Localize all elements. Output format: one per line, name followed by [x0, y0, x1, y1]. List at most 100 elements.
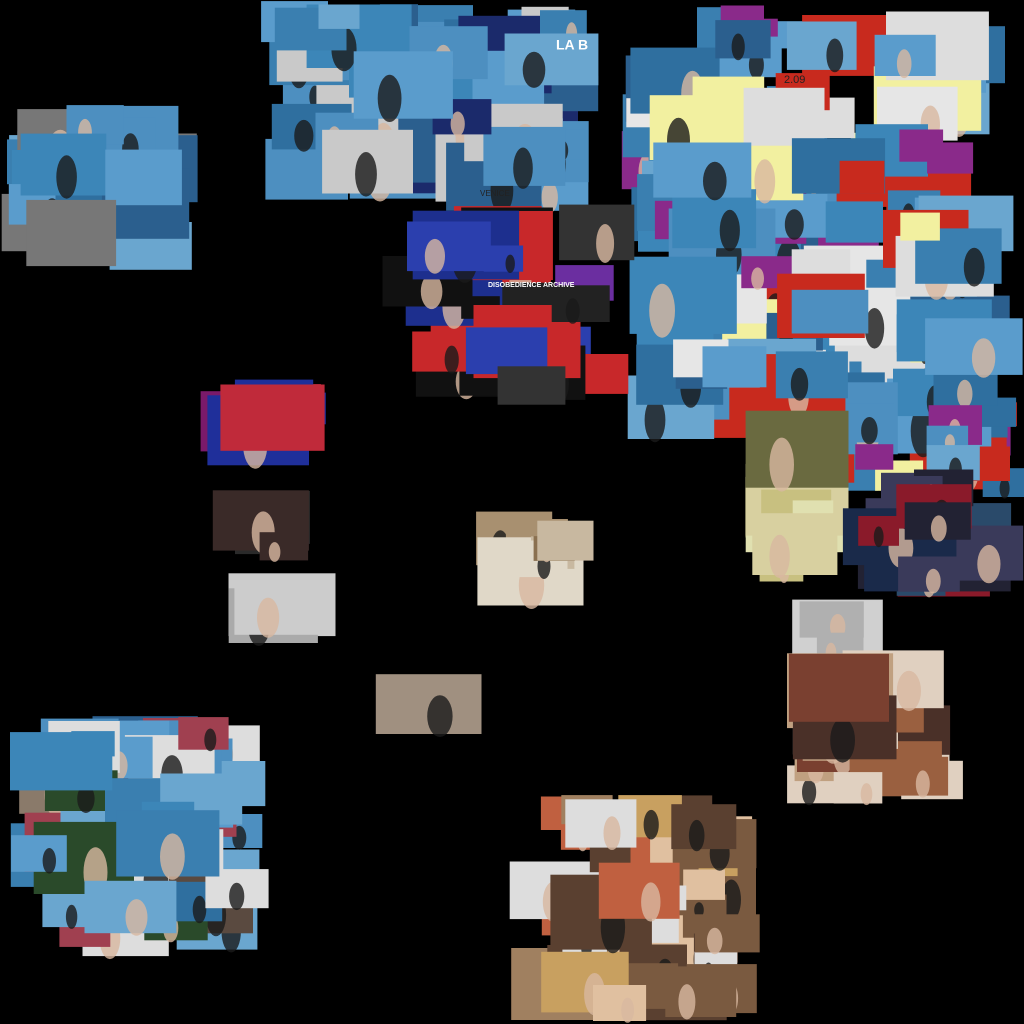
- photo-thumbnail: [799, 601, 864, 640]
- photo: [353, 51, 453, 119]
- photo-thumbnail: [786, 21, 857, 73]
- photo-thumbnail: [116, 810, 220, 880]
- photo-thumbnail: [483, 126, 566, 189]
- photo-thumbnail: [788, 653, 889, 722]
- photo: [683, 869, 725, 900]
- photo-thumbnail: [234, 577, 327, 638]
- figure: [915, 770, 930, 798]
- photo: [559, 204, 635, 261]
- figure: [77, 784, 95, 813]
- photo: [220, 384, 325, 451]
- figure: [864, 308, 885, 349]
- photo-thumbnail: [858, 516, 899, 548]
- figure: [678, 984, 696, 1020]
- figure: [896, 49, 912, 79]
- figure: [229, 882, 245, 911]
- photo-caption: LA B: [556, 37, 588, 53]
- figure: [643, 809, 659, 840]
- photo-thumbnail: [752, 513, 838, 579]
- figure: [603, 816, 621, 850]
- photo-thumbnail: [925, 318, 1023, 378]
- photo: [791, 289, 869, 334]
- figure: [751, 267, 764, 290]
- photo-thumbnail: [855, 444, 894, 470]
- photo: [743, 87, 825, 146]
- figure: [784, 209, 804, 240]
- photo: [629, 256, 737, 334]
- figure: [505, 254, 515, 273]
- photo-thumbnail: [715, 20, 771, 61]
- figure: [861, 417, 878, 445]
- photo-thumbnail: [105, 149, 182, 206]
- figure: [769, 437, 794, 492]
- photo: [42, 892, 91, 928]
- photo-thumbnail: [743, 87, 825, 146]
- photo: [537, 520, 594, 561]
- photo: [26, 199, 117, 267]
- photo-thumbnail: [683, 869, 725, 900]
- photo-thumbnail: [10, 732, 113, 791]
- figure: [706, 927, 723, 955]
- figure: [294, 119, 314, 152]
- figure: [802, 778, 817, 806]
- photo-thumbnail: [11, 835, 67, 874]
- figure: [420, 273, 443, 310]
- figure: [754, 159, 776, 204]
- photo-thumbnail: [318, 4, 360, 29]
- figure: [999, 478, 1010, 499]
- photo: [407, 221, 491, 272]
- photo: [593, 985, 647, 1021]
- photo-thumbnail: [42, 892, 91, 929]
- photo-thumbnail: [259, 532, 309, 562]
- photo-thumbnail: [890, 756, 949, 798]
- figure: [930, 515, 947, 542]
- photo: [598, 862, 680, 919]
- photo-thumbnail: [900, 212, 940, 241]
- photo: [786, 21, 857, 70]
- photo: [745, 410, 849, 488]
- photo: [504, 33, 599, 86]
- photo-thumbnail: [20, 133, 107, 199]
- figure: [450, 111, 465, 137]
- figure: [565, 298, 580, 324]
- photo-thumbnail: [497, 366, 566, 405]
- figure: [826, 38, 844, 73]
- figure: [703, 161, 727, 201]
- photo-thumbnail: [412, 331, 472, 374]
- photo-thumbnail: [874, 34, 936, 79]
- photo-thumbnail: [825, 201, 883, 243]
- photo-thumbnail: [598, 862, 680, 922]
- photo: [702, 346, 767, 388]
- photo: [565, 799, 637, 848]
- figure: [649, 283, 675, 338]
- figure: [65, 904, 78, 929]
- figure: [957, 379, 973, 408]
- figure: [268, 542, 281, 562]
- figure: [963, 247, 985, 287]
- figure: [830, 717, 855, 763]
- photo-thumbnail: [220, 384, 325, 451]
- photo-thumbnail: [671, 804, 737, 852]
- photo: [788, 653, 889, 722]
- photo: [833, 772, 883, 804]
- photo-thumbnail: [791, 289, 869, 334]
- photo-thumbnail: [629, 256, 737, 338]
- photo-thumbnail: [504, 33, 599, 88]
- photo-caption: DISOBEDIENCE ARCHIVE: [488, 282, 575, 289]
- photo: [775, 351, 848, 399]
- figure: [444, 345, 459, 374]
- figure: [719, 209, 740, 252]
- photo: [11, 835, 67, 872]
- photo: [259, 532, 309, 561]
- photo: [927, 142, 974, 174]
- photo-thumbnail: [898, 556, 960, 594]
- photo-caption: 2.09: [784, 74, 805, 86]
- photo: [10, 732, 113, 791]
- figure: [896, 670, 922, 712]
- photo-thumbnail: [686, 894, 727, 918]
- photo: [551, 285, 610, 322]
- figure: [971, 338, 996, 378]
